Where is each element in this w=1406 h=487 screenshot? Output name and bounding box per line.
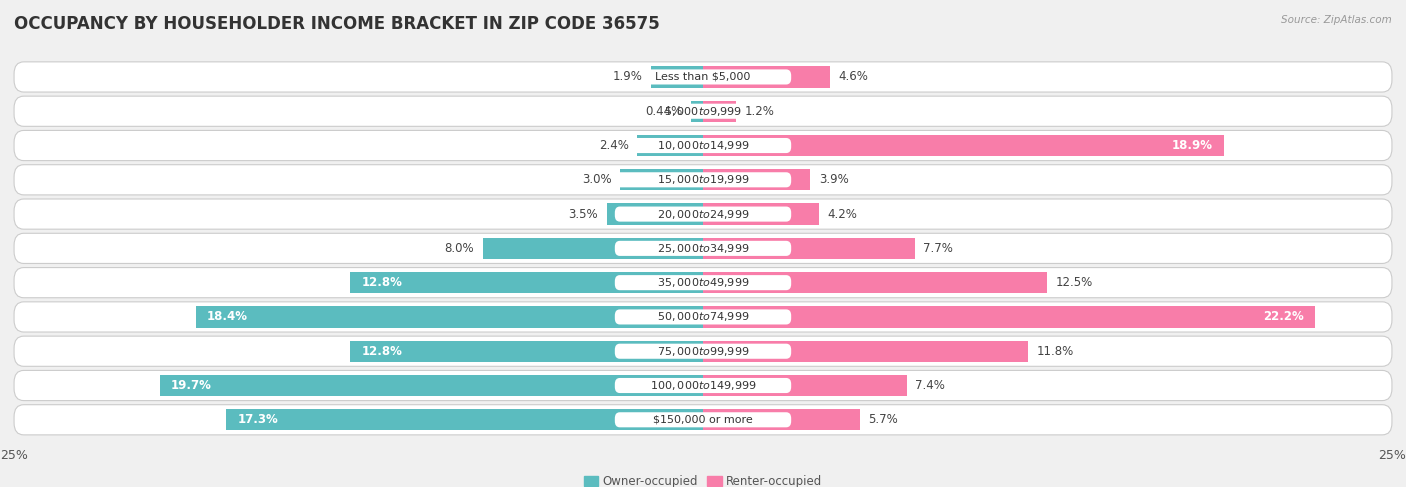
Text: $10,000 to $14,999: $10,000 to $14,999 [657,139,749,152]
Bar [690,101,703,122]
Bar [703,340,1028,362]
Text: 4.2%: 4.2% [827,207,856,221]
FancyBboxPatch shape [614,412,792,427]
Bar [703,409,860,431]
FancyBboxPatch shape [614,70,792,85]
Bar [606,204,703,225]
FancyBboxPatch shape [14,131,1392,161]
Text: OCCUPANCY BY HOUSEHOLDER INCOME BRACKET IN ZIP CODE 36575: OCCUPANCY BY HOUSEHOLDER INCOME BRACKET … [14,15,659,33]
FancyBboxPatch shape [614,378,792,393]
Text: 19.7%: 19.7% [172,379,212,392]
Bar [482,238,703,259]
Text: 1.9%: 1.9% [613,71,643,83]
Text: 12.8%: 12.8% [361,345,402,358]
Bar [703,238,915,259]
Text: 3.0%: 3.0% [582,173,612,187]
Text: $25,000 to $34,999: $25,000 to $34,999 [657,242,749,255]
Text: Less than $5,000: Less than $5,000 [655,72,751,82]
FancyBboxPatch shape [14,199,1392,229]
Bar [350,340,703,362]
Text: 7.4%: 7.4% [915,379,945,392]
Text: $20,000 to $24,999: $20,000 to $24,999 [657,207,749,221]
Text: 17.3%: 17.3% [238,413,278,426]
Text: $35,000 to $49,999: $35,000 to $49,999 [657,276,749,289]
Text: $15,000 to $19,999: $15,000 to $19,999 [657,173,749,187]
FancyBboxPatch shape [14,405,1392,435]
Bar [350,272,703,293]
Bar [703,169,810,190]
Text: $100,000 to $149,999: $100,000 to $149,999 [650,379,756,392]
FancyBboxPatch shape [14,371,1392,401]
FancyBboxPatch shape [614,206,792,222]
Text: 11.8%: 11.8% [1036,345,1074,358]
Bar [195,306,703,328]
Text: 5.7%: 5.7% [869,413,898,426]
Text: Source: ZipAtlas.com: Source: ZipAtlas.com [1281,15,1392,25]
FancyBboxPatch shape [14,165,1392,195]
FancyBboxPatch shape [614,104,792,119]
FancyBboxPatch shape [14,96,1392,126]
FancyBboxPatch shape [14,336,1392,366]
Bar [160,375,703,396]
Bar [226,409,703,431]
Text: 7.7%: 7.7% [924,242,953,255]
Text: 3.9%: 3.9% [818,173,848,187]
Text: $75,000 to $99,999: $75,000 to $99,999 [657,345,749,358]
Text: 18.9%: 18.9% [1171,139,1213,152]
FancyBboxPatch shape [14,302,1392,332]
FancyBboxPatch shape [14,233,1392,263]
Bar [651,66,703,88]
Text: 12.8%: 12.8% [361,276,402,289]
FancyBboxPatch shape [614,309,792,324]
FancyBboxPatch shape [614,275,792,290]
Text: 2.4%: 2.4% [599,139,628,152]
Text: $150,000 or more: $150,000 or more [654,415,752,425]
Text: 12.5%: 12.5% [1056,276,1092,289]
Text: 8.0%: 8.0% [444,242,474,255]
FancyBboxPatch shape [614,138,792,153]
Bar [703,306,1315,328]
Text: 4.6%: 4.6% [838,71,868,83]
FancyBboxPatch shape [614,344,792,359]
Bar [703,272,1047,293]
FancyBboxPatch shape [614,241,792,256]
Text: $5,000 to $9,999: $5,000 to $9,999 [664,105,742,118]
FancyBboxPatch shape [614,172,792,187]
Bar [703,101,737,122]
Bar [703,66,830,88]
Bar [620,169,703,190]
Bar [703,135,1223,156]
Bar [703,204,818,225]
Text: 1.2%: 1.2% [744,105,775,118]
Bar [703,375,907,396]
FancyBboxPatch shape [14,267,1392,298]
Text: 0.44%: 0.44% [645,105,682,118]
Text: 3.5%: 3.5% [568,207,599,221]
Bar [637,135,703,156]
Text: 18.4%: 18.4% [207,310,247,323]
Legend: Owner-occupied, Renter-occupied: Owner-occupied, Renter-occupied [579,471,827,487]
Text: 22.2%: 22.2% [1263,310,1303,323]
FancyBboxPatch shape [14,62,1392,92]
Text: $50,000 to $74,999: $50,000 to $74,999 [657,310,749,323]
